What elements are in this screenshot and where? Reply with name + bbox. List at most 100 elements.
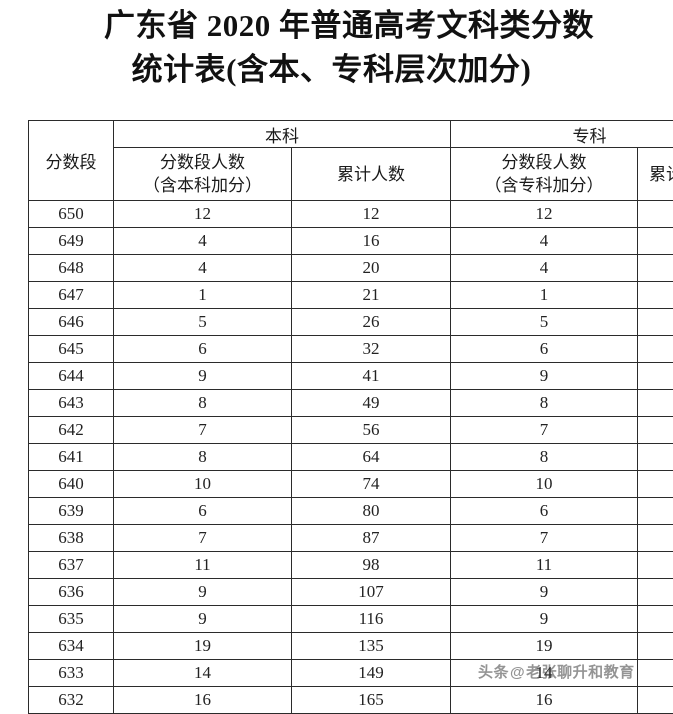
cell-benke-cumulative: 107 (292, 579, 451, 606)
cell-zhuanke-count: 7 (451, 525, 638, 552)
header-benke-cumulative: 累计人数 (292, 148, 451, 201)
cell-benke-cumulative: 56 (292, 417, 451, 444)
cell-zhuanke-cumulative (638, 552, 673, 579)
cell-zhuanke-count: 7 (451, 417, 638, 444)
cell-zhuanke-cumulative (638, 471, 673, 498)
cell-benke-count: 5 (114, 309, 292, 336)
cell-zhuanke-count: 6 (451, 498, 638, 525)
cell-zhuanke-cumulative (638, 633, 673, 660)
title-line-1: 广东省 2020 年普通高考文科类分数 (104, 4, 673, 48)
header-group-benke: 本科 (114, 121, 451, 148)
cell-zhuanke-cumulative (638, 579, 673, 606)
cell-zhuanke-count: 9 (451, 579, 638, 606)
cell-benke-count: 4 (114, 228, 292, 255)
cell-benke-count: 11 (114, 552, 292, 579)
cell-benke-cumulative: 32 (292, 336, 451, 363)
header-score-band: 分数段 (29, 121, 114, 201)
header-benke-count-line2: （含本科加分） (114, 174, 291, 197)
cell-benke-cumulative: 26 (292, 309, 451, 336)
score-statistics-table-container: 分数段 本科 专科 分数段人数 （含本科加分） 累计人数 分数段人数 （含专科加… (28, 120, 673, 714)
cell-zhuanke-count: 5 (451, 309, 638, 336)
cell-zhuanke-count: 8 (451, 444, 638, 471)
cell-zhuanke-count: 16 (451, 687, 638, 714)
cell-score-band: 642 (29, 417, 114, 444)
cell-score-band: 636 (29, 579, 114, 606)
table-header-row-sub: 分数段人数 （含本科加分） 累计人数 分数段人数 （含专科加分） 累计人数 (29, 148, 673, 201)
cell-benke-count: 16 (114, 687, 292, 714)
cell-benke-cumulative: 135 (292, 633, 451, 660)
cell-zhuanke-cumulative (638, 309, 673, 336)
header-benke-count-line1: 分数段人数 (114, 151, 291, 174)
cell-score-band: 641 (29, 444, 114, 471)
cell-zhuanke-cumulative (638, 363, 673, 390)
cell-score-band: 640 (29, 471, 114, 498)
cell-benke-count: 12 (114, 201, 292, 228)
cell-zhuanke-cumulative (638, 201, 673, 228)
cell-zhuanke-cumulative (638, 255, 673, 282)
cell-zhuanke-cumulative (638, 228, 673, 255)
cell-zhuanke-cumulative (638, 336, 673, 363)
cell-benke-cumulative: 165 (292, 687, 451, 714)
cell-zhuanke-cumulative (638, 660, 673, 687)
cell-benke-count: 19 (114, 633, 292, 660)
cell-score-band: 635 (29, 606, 114, 633)
score-statistics-table: 分数段 本科 专科 分数段人数 （含本科加分） 累计人数 分数段人数 （含专科加… (28, 120, 673, 714)
cell-benke-cumulative: 149 (292, 660, 451, 687)
cell-zhuanke-count: 19 (451, 633, 638, 660)
cell-score-band: 648 (29, 255, 114, 282)
cell-zhuanke-cumulative (638, 687, 673, 714)
cell-benke-cumulative: 80 (292, 498, 451, 525)
table-header: 分数段 本科 专科 分数段人数 （含本科加分） 累计人数 分数段人数 （含专科加… (29, 121, 673, 201)
cell-zhuanke-cumulative (638, 498, 673, 525)
cell-score-band: 634 (29, 633, 114, 660)
cell-benke-cumulative: 16 (292, 228, 451, 255)
header-zhuanke-count: 分数段人数 （含专科加分） (451, 148, 638, 201)
cell-benke-cumulative: 20 (292, 255, 451, 282)
cell-benke-count: 8 (114, 390, 292, 417)
cell-score-band: 638 (29, 525, 114, 552)
cell-benke-count: 7 (114, 417, 292, 444)
cell-benke-count: 9 (114, 606, 292, 633)
cell-benke-count: 6 (114, 498, 292, 525)
table-header-row-group: 分数段 本科 专科 (29, 121, 673, 148)
cell-zhuanke-count: 9 (451, 363, 638, 390)
cell-benke-cumulative: 21 (292, 282, 451, 309)
cell-benke-count: 9 (114, 363, 292, 390)
header-zhuanke-cumulative: 累计人数 (638, 148, 673, 201)
title-line-2: 统计表(含本、专科层次加分) (0, 48, 673, 92)
cell-benke-cumulative: 98 (292, 552, 451, 579)
cell-zhuanke-cumulative (638, 417, 673, 444)
cell-zhuanke-cumulative (638, 606, 673, 633)
header-zhuanke-count-line2: （含专科加分） (451, 174, 637, 197)
document-title: 广东省 2020 年普通高考文科类分数 统计表(含本、专科层次加分) (0, 0, 673, 92)
cell-zhuanke-cumulative (638, 282, 673, 309)
cell-benke-cumulative: 116 (292, 606, 451, 633)
cell-score-band: 643 (29, 390, 114, 417)
cell-zhuanke-count: 12 (451, 201, 638, 228)
cell-benke-count: 14 (114, 660, 292, 687)
cell-benke-cumulative: 12 (292, 201, 451, 228)
cell-zhuanke-count: 4 (451, 228, 638, 255)
cell-score-band: 650 (29, 201, 114, 228)
cell-zhuanke-count: 6 (451, 336, 638, 363)
cell-zhuanke-count: 1 (451, 282, 638, 309)
cell-benke-count: 7 (114, 525, 292, 552)
cell-score-band: 645 (29, 336, 114, 363)
cell-benke-count: 9 (114, 579, 292, 606)
cell-zhuanke-count: 14 (451, 660, 638, 687)
